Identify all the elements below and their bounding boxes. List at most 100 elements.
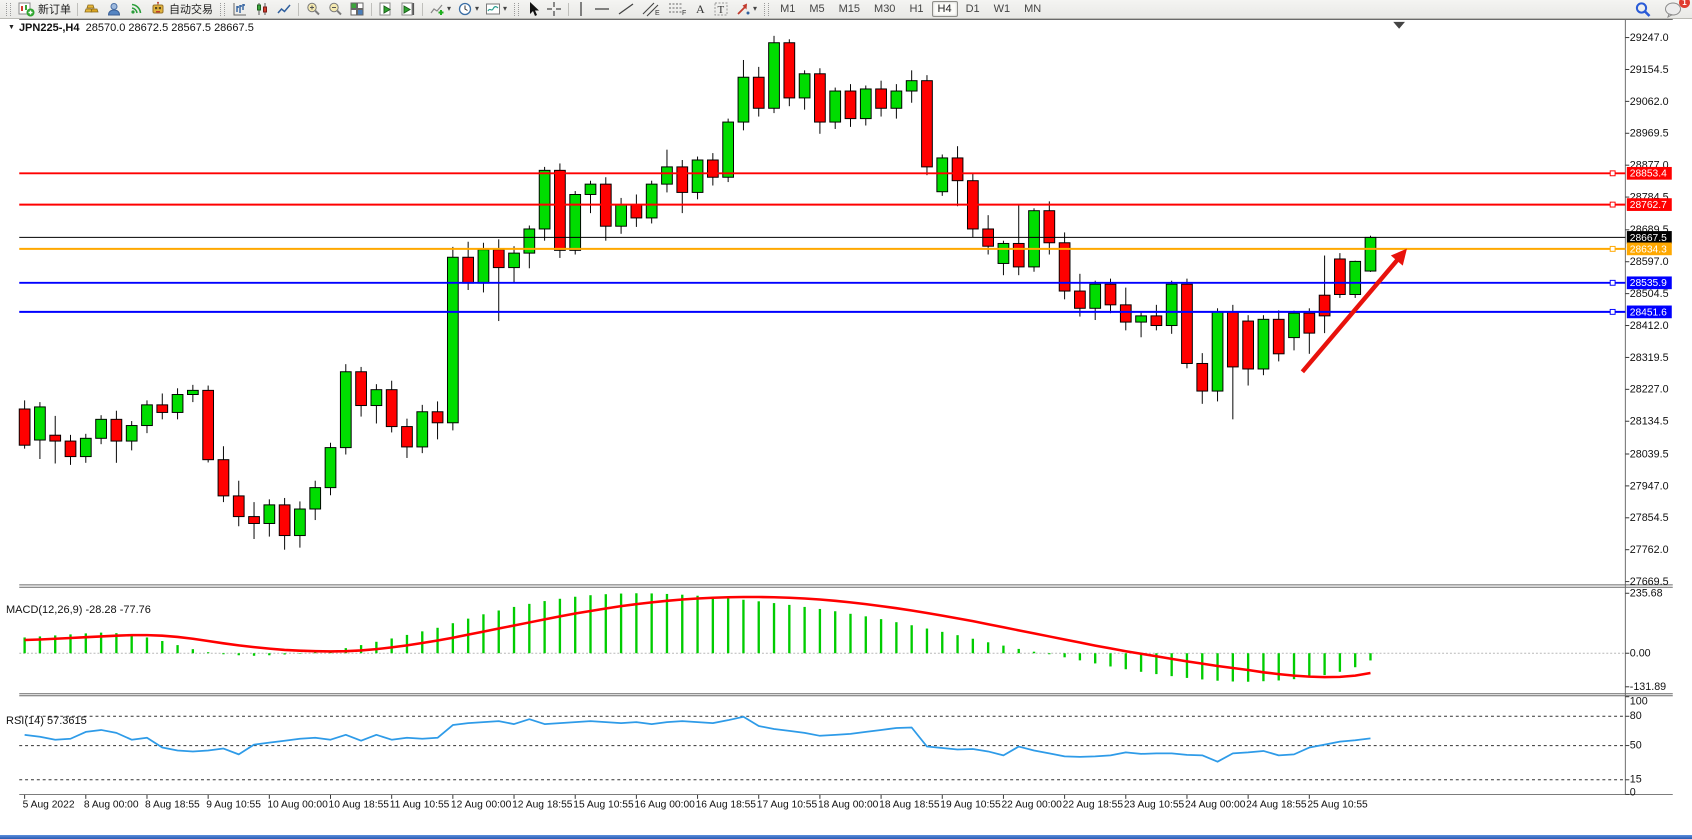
candle-down [202, 389, 215, 461]
main-toolbar: 新订单 自动交易 [0, 0, 1692, 19]
toolbar-grip[interactable] [514, 2, 520, 16]
candle-up [905, 80, 918, 92]
price-tick-label: 27947.0 [1630, 480, 1669, 492]
line-handle[interactable] [1609, 201, 1616, 208]
trendline-icon[interactable] [614, 0, 638, 19]
chat-icon[interactable]: 1 [1661, 0, 1690, 19]
timeframe-H4[interactable]: H4 [931, 1, 958, 17]
horizontal-line-icon[interactable] [590, 0, 614, 19]
bar-chart-icon[interactable] [229, 0, 251, 19]
trend-arrow-head[interactable] [1390, 248, 1407, 266]
templates-icon[interactable]: ▾ [482, 0, 510, 19]
price-tick-label: 27854.5 [1630, 512, 1669, 524]
line-handle[interactable] [1609, 170, 1616, 177]
chevron-down-icon: ▾ [503, 4, 508, 13]
line-handle[interactable] [1609, 279, 1616, 286]
timeframe-D1[interactable]: D1 [965, 3, 980, 15]
time-label: 10 Aug 00:00 [267, 800, 328, 811]
text-label-icon[interactable]: T [710, 0, 732, 19]
time-label: 15 Aug 10:55 [573, 800, 634, 811]
price-tag [1626, 242, 1672, 256]
toolbar-grip[interactable] [220, 2, 225, 16]
vertical-line-icon[interactable] [572, 0, 590, 19]
candle-down [875, 88, 887, 109]
rsi-line [24, 715, 1371, 763]
line-chart-icon[interactable] [273, 0, 295, 19]
svg-text:T: T [718, 4, 725, 16]
timeframe-M1[interactable]: M1 [780, 3, 796, 15]
new-order-button[interactable]: 新订单 [15, 0, 74, 19]
equidistant-channel-icon[interactable]: E [638, 0, 664, 19]
symbol-period: JPN225-,H4 [18, 22, 80, 34]
time-label: 18 Aug 18:55 [879, 800, 940, 811]
timeframe-W1[interactable]: W1 [993, 3, 1011, 15]
candle-up [1257, 318, 1270, 370]
candle-down [814, 73, 826, 123]
candle-down [676, 166, 689, 193]
trend-arrow-shaft[interactable] [1300, 256, 1402, 374]
candle-down [752, 76, 765, 109]
candle-up [1211, 311, 1224, 392]
cursor-icon[interactable] [523, 0, 543, 19]
candle-down [1104, 283, 1117, 306]
candle-down [554, 169, 566, 251]
candle-down [462, 256, 475, 284]
collapse-triangle-icon[interactable]: ▼ [8, 24, 15, 31]
line-handle[interactable] [1609, 245, 1616, 252]
auto-scroll-icon[interactable] [375, 0, 397, 19]
timeframe-H1[interactable]: H1 [909, 3, 924, 15]
timeframe-M15[interactable]: M15 [838, 3, 861, 15]
candle-up [263, 504, 276, 524]
chart-canvas[interactable]: 29247.029154.529062.028969.528877.028784… [0, 19, 1692, 835]
candle-down [706, 159, 719, 178]
autotrading-button[interactable]: 自动交易 [147, 0, 216, 19]
rsi-tick-label: 100 [1630, 696, 1648, 708]
candle-down [951, 157, 964, 182]
text-icon[interactable]: A [690, 0, 710, 19]
toolbar-separator [371, 2, 372, 16]
price-tick-label: 28504.5 [1630, 288, 1669, 300]
candle-up [370, 389, 383, 407]
toolbar-grip[interactable] [764, 2, 770, 16]
candle-up [936, 157, 949, 193]
zoom-in-icon[interactable] [302, 0, 324, 19]
candle-up [1288, 312, 1300, 339]
search-icon[interactable] [1631, 0, 1655, 19]
price-tick-label: 28134.5 [1630, 416, 1669, 428]
time-label: 5 Aug 2022 [23, 800, 75, 811]
timeframe-M5[interactable]: M5 [809, 3, 825, 15]
periods-icon[interactable]: ▾ [454, 0, 482, 19]
timeframe-MN[interactable]: MN [1024, 3, 1042, 15]
macd-signal-line [24, 595, 1371, 679]
profiles-icon[interactable] [103, 0, 125, 19]
toolbar-separator [298, 2, 299, 16]
timeframe-M30[interactable]: M30 [874, 3, 896, 15]
candle-up [768, 42, 780, 109]
svg-text:F: F [682, 10, 686, 17]
arrows-icon[interactable]: ▾ [732, 0, 760, 19]
toolbar-separator [77, 2, 78, 16]
toolbar-grip[interactable] [6, 2, 11, 16]
zoom-out-icon[interactable] [324, 0, 346, 19]
chevron-down-icon: ▾ [475, 4, 480, 13]
candle-up [1349, 260, 1362, 295]
chart-shift-icon[interactable] [397, 0, 419, 19]
candle-up [737, 76, 750, 123]
indicators-icon[interactable]: ▾ [426, 0, 454, 19]
tile-windows-icon[interactable] [346, 0, 368, 19]
candle-down [1150, 315, 1163, 327]
candle-down [844, 90, 857, 120]
signals-icon[interactable] [125, 0, 147, 19]
crosshair-icon[interactable] [543, 0, 565, 19]
candle-up [294, 508, 306, 537]
candle-up [523, 228, 536, 254]
fibonacci-icon[interactable]: F [664, 0, 690, 19]
market-watch-icon[interactable] [81, 0, 103, 19]
candlestick-chart-icon[interactable] [251, 0, 273, 19]
line-handle[interactable] [1609, 308, 1616, 315]
candle-up [691, 159, 704, 193]
candle-up [1364, 236, 1377, 272]
chart-window: 29247.0 29154.5 29062.0 28969.5 28877.0 28784… [0, 19, 1692, 835]
price-tick-label: 29062.0 [1630, 96, 1669, 108]
chart-shift-marker[interactable] [1393, 21, 1405, 29]
